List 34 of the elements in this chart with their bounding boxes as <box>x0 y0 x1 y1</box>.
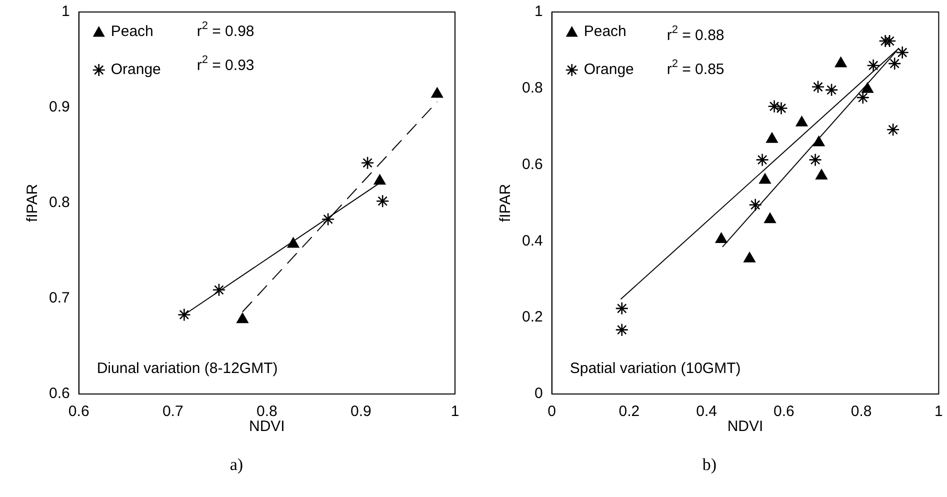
y-tick-label: 1 <box>534 3 543 20</box>
x-tick-label: 0.9 <box>350 403 372 420</box>
annotation: Spatial variation (10GMT) <box>570 360 741 378</box>
legend-label: Peach <box>110 23 154 40</box>
text: b) <box>701 455 718 475</box>
y-tick-label: 0.8 <box>48 194 70 212</box>
y-tick-label: 0.9 <box>48 98 70 116</box>
y-tick-label: 0.6 <box>48 385 70 402</box>
text: a) <box>228 455 244 475</box>
x-tick-label: 0.6 <box>774 403 794 420</box>
legend-label: Peach <box>584 23 626 40</box>
x-tick-label: 0.7 <box>162 403 184 420</box>
x-tick-label: 1 <box>934 403 943 420</box>
y-tick-label: 0 <box>534 385 543 402</box>
y-axis-title: fIPAR <box>24 184 42 222</box>
x-tick-label: 0.6 <box>68 403 90 420</box>
y-tick-label: 0.4 <box>522 232 543 250</box>
x-tick-label: 0.4 <box>696 403 718 420</box>
y-axis-title: fIPAR <box>497 184 514 222</box>
annotation: Diunal variation (8-12GMT) <box>96 360 278 378</box>
x-tick-label: 0 <box>548 403 556 420</box>
legend-label: Orange <box>110 61 161 78</box>
x-axis-title: NDVI <box>727 418 764 436</box>
y-tick-label: 0.8 <box>522 80 543 97</box>
x-tick-label: 1 <box>450 403 460 420</box>
x-tick-label: 0.8 <box>850 403 872 420</box>
x-tick-label: 0.2 <box>618 403 640 420</box>
legend-label: Orange <box>584 61 634 78</box>
x-axis-title: NDVI <box>249 418 285 436</box>
y-tick-label: 0.2 <box>522 308 543 326</box>
y-tick-label: 0.7 <box>48 290 70 307</box>
y-tick-label: 0.6 <box>522 156 543 173</box>
y-tick-label: 1 <box>62 3 70 20</box>
x-tick-label: 0.8 <box>256 403 278 420</box>
